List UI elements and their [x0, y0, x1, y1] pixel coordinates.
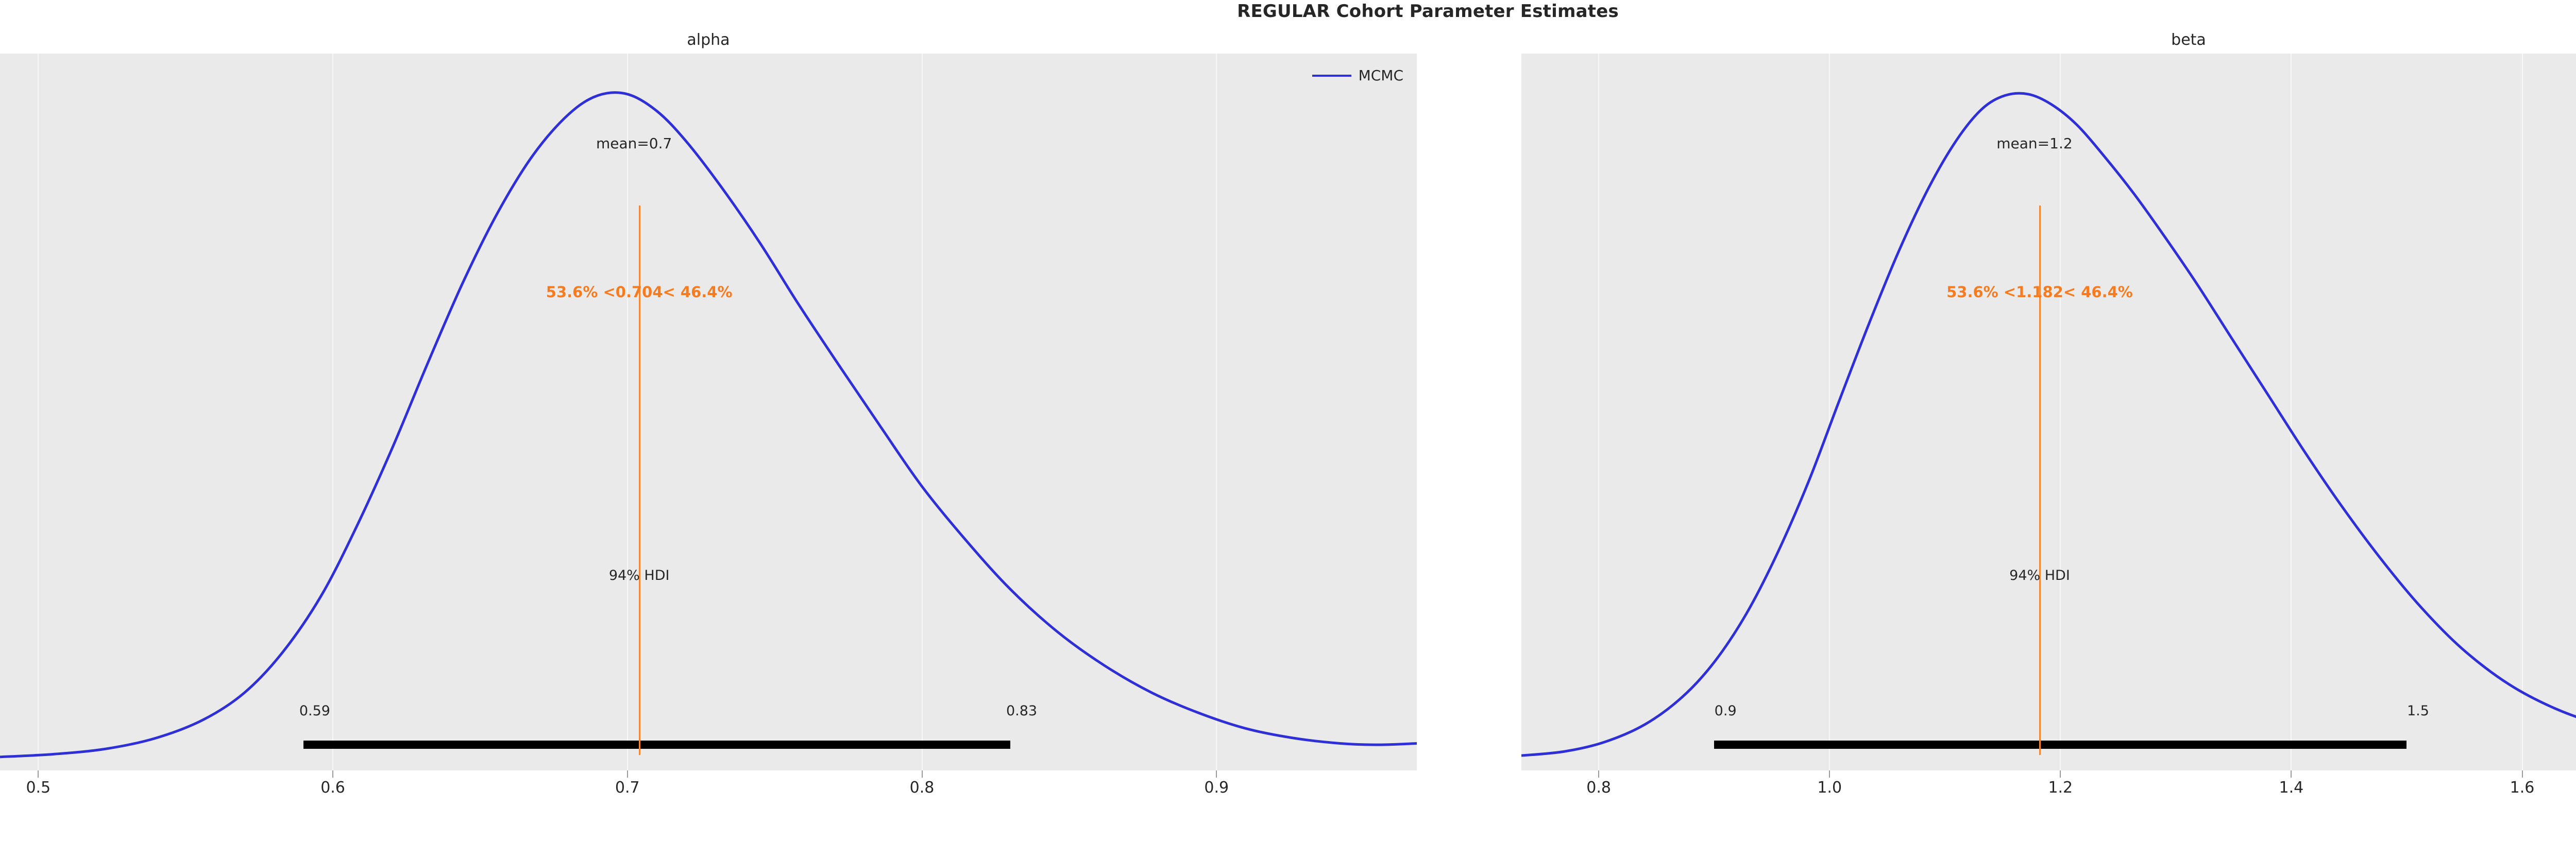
tick-mark	[2521, 770, 2523, 778]
reference-percent-label: 53.6% <1.182< 46.4%	[1946, 283, 2133, 301]
mean-line	[2039, 205, 2041, 755]
hdi-upper-label: 0.83	[1006, 702, 1038, 719]
tick-label: 0.5	[26, 779, 51, 797]
hdi-label: 94% HDI	[2009, 568, 2070, 584]
mean-label: mean=0.7	[596, 134, 672, 152]
legend-label-mcmc: MCMC	[1358, 67, 1403, 84]
kde-curve-alpha	[0, 54, 1417, 770]
hdi-lower-label: 0.59	[299, 702, 330, 719]
reference-percent-label: 53.6% <0.704< 46.4%	[546, 283, 733, 301]
tick-mark	[1598, 770, 1600, 778]
tick-mark	[332, 770, 334, 778]
tick-mark	[2291, 770, 2292, 778]
xaxis-alpha: 0.5 0.6 0.7 0.8 0.9	[0, 770, 1417, 801]
gridline	[626, 54, 628, 770]
gridline	[2291, 54, 2292, 770]
panel-title-alpha: alpha	[687, 31, 730, 49]
plot-area-alpha	[0, 54, 1417, 770]
hdi-label: 94% HDI	[608, 568, 670, 584]
tick-mark	[2060, 770, 2061, 778]
figure-title: REGULAR Cohort Parameter Estimates	[1237, 1, 1619, 22]
tick-mark	[921, 770, 923, 778]
tick-label: 0.8	[909, 779, 935, 797]
panel-title-beta: beta	[2171, 31, 2206, 49]
legend-alpha[interactable]: MCMC	[1309, 65, 1409, 86]
gridline	[921, 54, 923, 770]
xaxis-beta: 0.81.01.21.41.61.8	[1521, 770, 2576, 801]
hdi-bar	[303, 741, 1011, 749]
gridline	[1216, 54, 1217, 770]
mean-line	[638, 205, 640, 755]
gridline	[2521, 54, 2523, 770]
hdi-upper-label: 1.5	[2406, 702, 2429, 719]
tick-label: 1.2	[2048, 779, 2073, 797]
tick-mark	[626, 770, 628, 778]
gridline	[332, 54, 334, 770]
tick-label: 0.7	[615, 779, 640, 797]
panel-alpha: alpha MCMC mean=0.7 94% HDI 0.59 0.83 53.6% …	[0, 31, 1417, 798]
tick-mark	[1829, 770, 1831, 778]
gridline	[38, 54, 39, 770]
tick-mark	[1216, 770, 1217, 778]
gridline	[2060, 54, 2061, 770]
axes-alpha: MCMC mean=0.7 94% HDI 0.59 0.83 53.6% <0.704…	[0, 54, 1417, 770]
hdi-bar	[1714, 741, 2407, 749]
tick-label: 0.8	[1586, 779, 1611, 797]
kde-curve-beta	[1521, 54, 2576, 770]
tick-label: 1.4	[2279, 779, 2304, 797]
tick-label: 0.6	[320, 779, 345, 797]
mean-label: mean=1.2	[1996, 134, 2073, 152]
gridline	[1598, 54, 1600, 770]
tick-mark	[38, 770, 39, 778]
hdi-lower-label: 0.9	[1714, 702, 1737, 719]
gridline	[1829, 54, 1831, 770]
plot-area-beta	[1521, 54, 2576, 770]
legend-line-icon	[1312, 74, 1351, 77]
tick-label: 0.9	[1204, 779, 1229, 797]
tick-label: 1.0	[1817, 779, 1842, 797]
tick-label: 1.6	[2510, 779, 2535, 797]
